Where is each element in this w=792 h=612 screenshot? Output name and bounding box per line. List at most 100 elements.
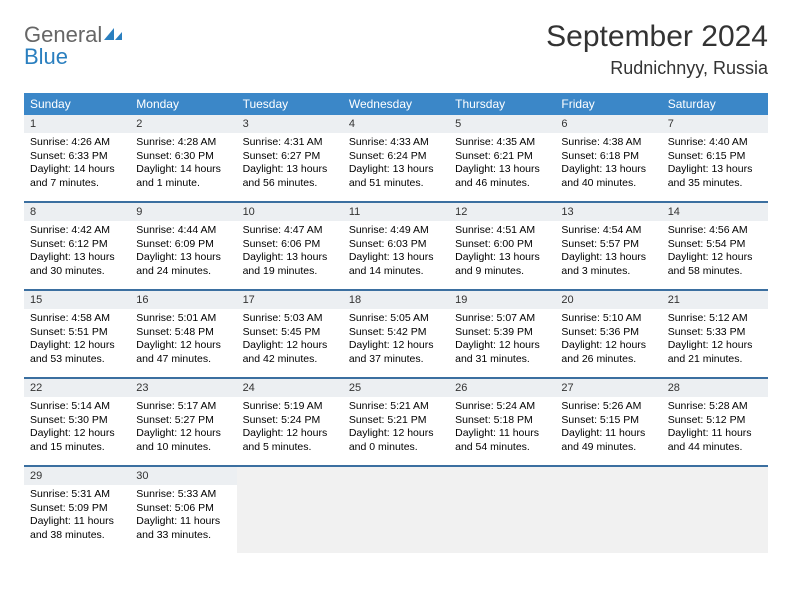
sunset-text: Sunset: 5:45 PM xyxy=(243,326,337,340)
sunset-text: Sunset: 6:09 PM xyxy=(136,238,230,252)
calendar-body: 1Sunrise: 4:26 AMSunset: 6:33 PMDaylight… xyxy=(24,115,768,553)
calendar-cell: 20Sunrise: 5:10 AMSunset: 5:36 PMDayligh… xyxy=(555,291,661,377)
sunset-text: Sunset: 6:21 PM xyxy=(455,150,549,164)
calendar-week: 22Sunrise: 5:14 AMSunset: 5:30 PMDayligh… xyxy=(24,379,768,467)
sunset-text: Sunset: 6:15 PM xyxy=(668,150,762,164)
daylight-text: Daylight: 13 hours and 51 minutes. xyxy=(349,163,443,190)
day-number: 20 xyxy=(555,291,661,309)
day-body: Sunrise: 4:31 AMSunset: 6:27 PMDaylight:… xyxy=(237,133,343,197)
sunrise-text: Sunrise: 5:19 AM xyxy=(243,400,337,414)
day-number: 2 xyxy=(130,115,236,133)
day-number: 19 xyxy=(449,291,555,309)
location: Rudnichnyy, Russia xyxy=(546,58,768,79)
calendar-cell: 11Sunrise: 4:49 AMSunset: 6:03 PMDayligh… xyxy=(343,203,449,289)
calendar-cell: 2Sunrise: 4:28 AMSunset: 6:30 PMDaylight… xyxy=(130,115,236,201)
daylight-text: Daylight: 12 hours and 5 minutes. xyxy=(243,427,337,454)
sunrise-text: Sunrise: 5:03 AM xyxy=(243,312,337,326)
day-body: Sunrise: 5:12 AMSunset: 5:33 PMDaylight:… xyxy=(662,309,768,373)
day-number: 23 xyxy=(130,379,236,397)
weekday-thursday: Thursday xyxy=(449,93,555,115)
daylight-text: Daylight: 12 hours and 31 minutes. xyxy=(455,339,549,366)
daylight-text: Daylight: 13 hours and 35 minutes. xyxy=(668,163,762,190)
calendar-cell: . xyxy=(449,467,555,553)
sunrise-text: Sunrise: 4:51 AM xyxy=(455,224,549,238)
day-body: Sunrise: 5:19 AMSunset: 5:24 PMDaylight:… xyxy=(237,397,343,461)
daylight-text: Daylight: 13 hours and 46 minutes. xyxy=(455,163,549,190)
calendar-cell: 13Sunrise: 4:54 AMSunset: 5:57 PMDayligh… xyxy=(555,203,661,289)
sunrise-text: Sunrise: 4:54 AM xyxy=(561,224,655,238)
sunrise-text: Sunrise: 4:35 AM xyxy=(455,136,549,150)
calendar-cell: 1Sunrise: 4:26 AMSunset: 6:33 PMDaylight… xyxy=(24,115,130,201)
sunrise-text: Sunrise: 5:12 AM xyxy=(668,312,762,326)
day-number: 1 xyxy=(24,115,130,133)
sunset-text: Sunset: 5:39 PM xyxy=(455,326,549,340)
sunrise-text: Sunrise: 4:44 AM xyxy=(136,224,230,238)
day-body: Sunrise: 4:35 AMSunset: 6:21 PMDaylight:… xyxy=(449,133,555,197)
sunrise-text: Sunrise: 4:33 AM xyxy=(349,136,443,150)
day-number: 17 xyxy=(237,291,343,309)
day-body: Sunrise: 4:44 AMSunset: 6:09 PMDaylight:… xyxy=(130,221,236,285)
sunset-text: Sunset: 6:30 PM xyxy=(136,150,230,164)
sunrise-text: Sunrise: 4:31 AM xyxy=(243,136,337,150)
day-number: 8 xyxy=(24,203,130,221)
calendar-cell: 27Sunrise: 5:26 AMSunset: 5:15 PMDayligh… xyxy=(555,379,661,465)
day-body: Sunrise: 4:49 AMSunset: 6:03 PMDaylight:… xyxy=(343,221,449,285)
daylight-text: Daylight: 13 hours and 19 minutes. xyxy=(243,251,337,278)
logo-text-2: Blue xyxy=(24,44,68,69)
sunset-text: Sunset: 6:06 PM xyxy=(243,238,337,252)
daylight-text: Daylight: 11 hours and 54 minutes. xyxy=(455,427,549,454)
sunset-text: Sunset: 5:09 PM xyxy=(30,502,124,516)
day-number: 30 xyxy=(130,467,236,485)
calendar-cell: . xyxy=(555,467,661,553)
day-number: 11 xyxy=(343,203,449,221)
day-body: Sunrise: 5:17 AMSunset: 5:27 PMDaylight:… xyxy=(130,397,236,461)
daylight-text: Daylight: 12 hours and 53 minutes. xyxy=(30,339,124,366)
day-body: Sunrise: 5:31 AMSunset: 5:09 PMDaylight:… xyxy=(24,485,130,549)
day-body: Sunrise: 5:28 AMSunset: 5:12 PMDaylight:… xyxy=(662,397,768,461)
day-number: 29 xyxy=(24,467,130,485)
sunset-text: Sunset: 5:21 PM xyxy=(349,414,443,428)
calendar-cell: . xyxy=(343,467,449,553)
daylight-text: Daylight: 11 hours and 33 minutes. xyxy=(136,515,230,542)
calendar-cell: 3Sunrise: 4:31 AMSunset: 6:27 PMDaylight… xyxy=(237,115,343,201)
sunrise-text: Sunrise: 5:31 AM xyxy=(30,488,124,502)
day-body: Sunrise: 5:07 AMSunset: 5:39 PMDaylight:… xyxy=(449,309,555,373)
day-body: Sunrise: 4:42 AMSunset: 6:12 PMDaylight:… xyxy=(24,221,130,285)
sunrise-text: Sunrise: 5:07 AM xyxy=(455,312,549,326)
calendar-cell: 22Sunrise: 5:14 AMSunset: 5:30 PMDayligh… xyxy=(24,379,130,465)
day-body: Sunrise: 4:33 AMSunset: 6:24 PMDaylight:… xyxy=(343,133,449,197)
daylight-text: Daylight: 12 hours and 37 minutes. xyxy=(349,339,443,366)
calendar-cell: 8Sunrise: 4:42 AMSunset: 6:12 PMDaylight… xyxy=(24,203,130,289)
weekday-wednesday: Wednesday xyxy=(343,93,449,115)
day-body: Sunrise: 5:10 AMSunset: 5:36 PMDaylight:… xyxy=(555,309,661,373)
sunrise-text: Sunrise: 5:01 AM xyxy=(136,312,230,326)
calendar-cell: 12Sunrise: 4:51 AMSunset: 6:00 PMDayligh… xyxy=(449,203,555,289)
weekday-sunday: Sunday xyxy=(24,93,130,115)
calendar-cell: 10Sunrise: 4:47 AMSunset: 6:06 PMDayligh… xyxy=(237,203,343,289)
daylight-text: Daylight: 11 hours and 44 minutes. xyxy=(668,427,762,454)
calendar-week: 8Sunrise: 4:42 AMSunset: 6:12 PMDaylight… xyxy=(24,203,768,291)
calendar-week: 15Sunrise: 4:58 AMSunset: 5:51 PMDayligh… xyxy=(24,291,768,379)
day-body: Sunrise: 4:38 AMSunset: 6:18 PMDaylight:… xyxy=(555,133,661,197)
calendar-cell: . xyxy=(662,467,768,553)
logo: General Blue xyxy=(24,24,124,68)
sunrise-text: Sunrise: 5:26 AM xyxy=(561,400,655,414)
logo-text: General Blue xyxy=(24,24,124,68)
day-number: 25 xyxy=(343,379,449,397)
calendar-cell: 26Sunrise: 5:24 AMSunset: 5:18 PMDayligh… xyxy=(449,379,555,465)
day-body: Sunrise: 5:26 AMSunset: 5:15 PMDaylight:… xyxy=(555,397,661,461)
sunrise-text: Sunrise: 4:40 AM xyxy=(668,136,762,150)
day-body: Sunrise: 4:28 AMSunset: 6:30 PMDaylight:… xyxy=(130,133,236,197)
calendar-cell: 29Sunrise: 5:31 AMSunset: 5:09 PMDayligh… xyxy=(24,467,130,553)
day-number: 5 xyxy=(449,115,555,133)
sunset-text: Sunset: 6:33 PM xyxy=(30,150,124,164)
day-body: Sunrise: 4:40 AMSunset: 6:15 PMDaylight:… xyxy=(662,133,768,197)
daylight-text: Daylight: 12 hours and 10 minutes. xyxy=(136,427,230,454)
day-body: Sunrise: 5:21 AMSunset: 5:21 PMDaylight:… xyxy=(343,397,449,461)
calendar-cell: 14Sunrise: 4:56 AMSunset: 5:54 PMDayligh… xyxy=(662,203,768,289)
weekday-tuesday: Tuesday xyxy=(237,93,343,115)
daylight-text: Daylight: 13 hours and 30 minutes. xyxy=(30,251,124,278)
daylight-text: Daylight: 13 hours and 14 minutes. xyxy=(349,251,443,278)
daylight-text: Daylight: 12 hours and 0 minutes. xyxy=(349,427,443,454)
day-body: Sunrise: 5:24 AMSunset: 5:18 PMDaylight:… xyxy=(449,397,555,461)
